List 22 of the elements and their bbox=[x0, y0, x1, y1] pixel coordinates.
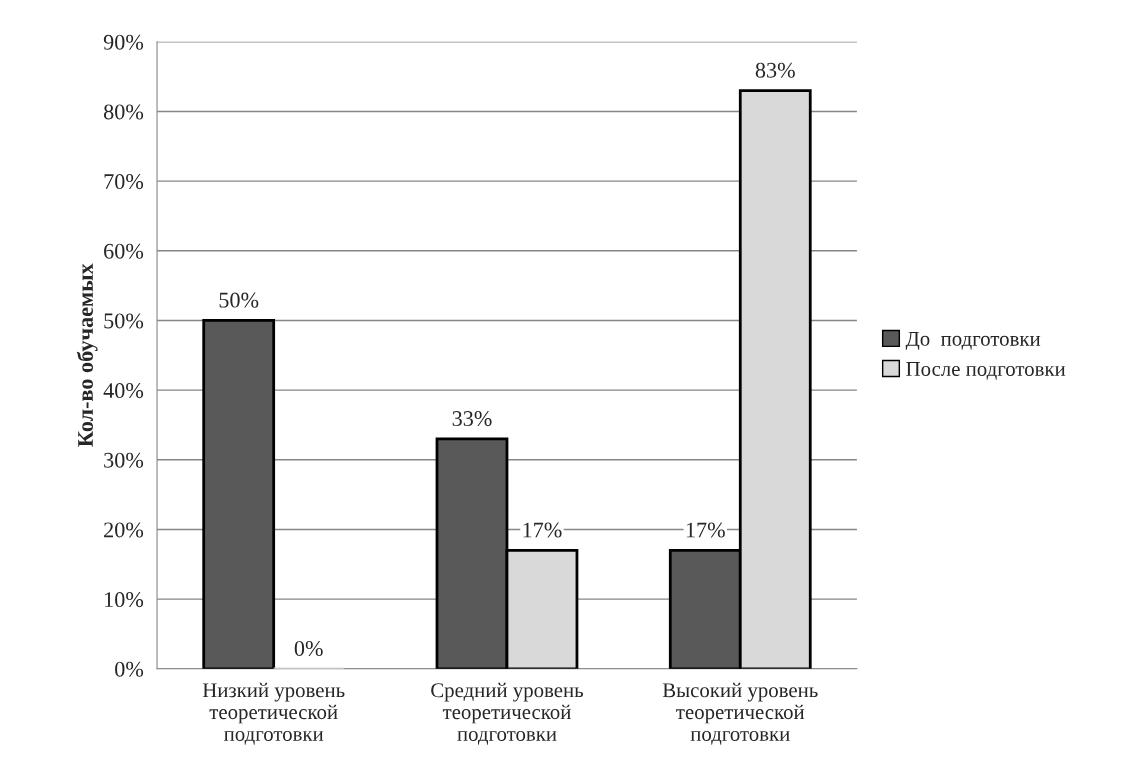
data-label: 0% bbox=[294, 640, 323, 657]
y-tick-label: 0% bbox=[115, 661, 144, 677]
y-tick-label: 20% bbox=[104, 522, 144, 538]
y-axis-title: Кол-во обучаемых bbox=[76, 263, 98, 447]
x-tick-label: Высокий уровень теоретической подготовки bbox=[662, 682, 818, 745]
legend-label: После подготовки bbox=[906, 362, 1066, 380]
y-tick-label: 80% bbox=[103, 104, 144, 120]
data-label: 83% bbox=[755, 62, 795, 78]
legend-label: До подготовки bbox=[905, 332, 1041, 351]
data-label: 17% bbox=[523, 522, 562, 538]
y-tick-label: 60% bbox=[104, 243, 144, 259]
y-tick-label: 50% bbox=[104, 313, 144, 329]
y-tick-label: 70% bbox=[104, 174, 144, 190]
y-tick-label: 40% bbox=[103, 383, 144, 399]
data-label: 17% bbox=[686, 522, 725, 538]
y-tick-label: 90% bbox=[103, 34, 144, 50]
y-tick-label: 10% bbox=[105, 592, 144, 608]
data-label: 33% bbox=[452, 411, 492, 427]
x-tick-label: Средний уровень теоретической подготовки bbox=[431, 682, 584, 745]
data-label: 50% bbox=[219, 292, 259, 308]
y-tick-label: 30% bbox=[104, 452, 144, 468]
x-tick-label: Низкий уровень теоретической подготовки bbox=[202, 682, 345, 745]
